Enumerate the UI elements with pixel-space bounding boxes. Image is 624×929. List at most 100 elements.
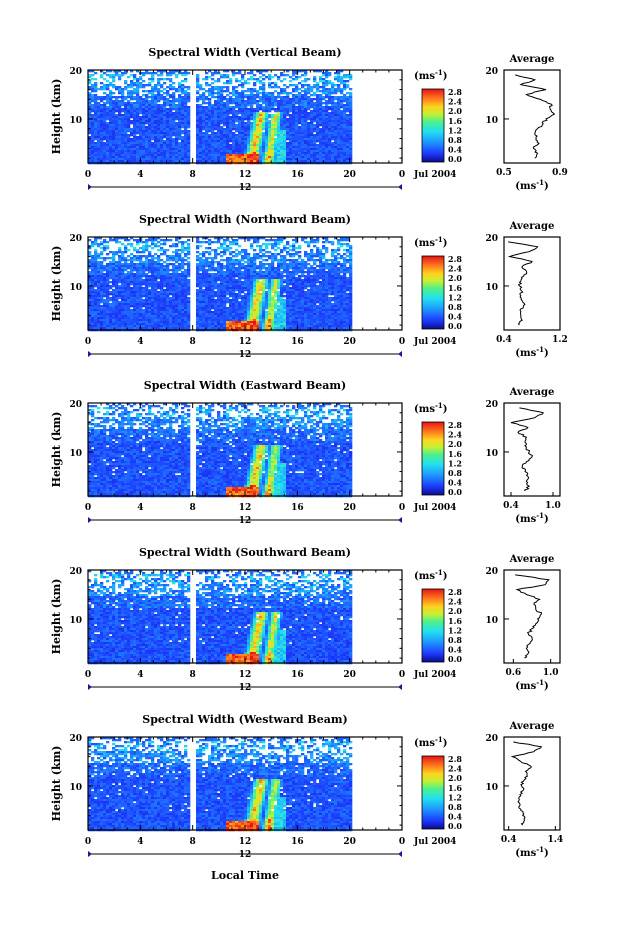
heatmap-cell bbox=[97, 150, 101, 153]
heatmap-cell bbox=[244, 156, 248, 159]
heatmap-cell bbox=[118, 90, 122, 93]
heatmap-cell bbox=[166, 297, 170, 300]
heatmap-cell bbox=[337, 118, 341, 121]
heatmap-cell bbox=[160, 299, 164, 302]
heatmap-cell bbox=[142, 303, 146, 306]
heatmap-cell bbox=[253, 128, 257, 131]
heatmap-cell bbox=[214, 150, 218, 153]
heatmap-cell bbox=[151, 241, 155, 244]
heatmap-cell bbox=[175, 323, 179, 326]
heatmap-cell bbox=[115, 287, 119, 290]
heatmap-cell bbox=[121, 72, 125, 75]
heatmap-cell bbox=[157, 80, 161, 83]
heatmap-cell bbox=[292, 138, 296, 141]
heatmap-cell bbox=[244, 134, 248, 137]
heatmap-cell bbox=[118, 128, 122, 131]
heatmap-cell bbox=[130, 253, 134, 256]
heatmap-cell bbox=[184, 263, 188, 266]
heatmap-cell bbox=[256, 104, 260, 107]
heatmap-cell bbox=[124, 249, 128, 252]
heatmap-cell bbox=[202, 311, 206, 314]
heatmap-cell bbox=[247, 124, 251, 127]
heatmap-cell bbox=[196, 271, 200, 274]
heatmap-cell bbox=[256, 112, 260, 115]
heatmap-cell bbox=[196, 311, 200, 314]
heatmap-cell bbox=[184, 154, 188, 157]
heatmap-cell bbox=[91, 291, 95, 294]
heatmap-cell bbox=[127, 325, 131, 328]
heatmap-cell bbox=[118, 305, 122, 308]
heatmap-cell bbox=[277, 126, 281, 129]
heatmap-cell bbox=[175, 146, 179, 149]
heatmap-cell bbox=[91, 74, 95, 77]
heatmap-cell bbox=[94, 321, 98, 324]
heatmap-cell bbox=[262, 88, 266, 91]
heatmap-cell bbox=[121, 283, 125, 286]
heatmap-cell bbox=[262, 132, 266, 135]
heatmap-cell bbox=[133, 323, 137, 326]
heatmap-cell bbox=[154, 126, 158, 129]
heatmap-cell bbox=[163, 160, 167, 163]
heatmap-cell bbox=[277, 148, 281, 151]
heatmap-cell bbox=[316, 156, 320, 159]
heatmap-cell bbox=[295, 96, 299, 99]
heatmap-cell bbox=[307, 86, 311, 89]
heatmap-cell bbox=[253, 142, 257, 145]
heatmap-cell bbox=[103, 249, 107, 252]
heatmap-cell bbox=[181, 150, 185, 153]
heatmap-cell bbox=[130, 102, 134, 105]
heatmap-cell bbox=[292, 90, 296, 93]
heatmap-cell bbox=[94, 311, 98, 314]
heatmap-cell bbox=[106, 158, 110, 161]
heatmap-cell bbox=[343, 128, 347, 131]
heatmap-cell bbox=[331, 146, 335, 149]
heatmap-cell bbox=[325, 112, 329, 115]
heatmap-cell bbox=[142, 128, 146, 131]
heatmap-cell bbox=[169, 112, 173, 115]
heatmap-cell bbox=[157, 283, 161, 286]
heatmap-cell bbox=[208, 106, 212, 109]
heatmap-cell bbox=[88, 154, 92, 157]
heatmap-cell bbox=[142, 323, 146, 326]
heatmap-cell bbox=[97, 297, 101, 300]
heatmap-cell bbox=[235, 138, 239, 141]
heatmap-cell bbox=[178, 257, 182, 260]
heatmap-cell bbox=[175, 112, 179, 115]
heatmap-cell bbox=[301, 136, 305, 139]
heatmap-cell bbox=[328, 134, 332, 137]
heatmap-cell bbox=[274, 84, 278, 87]
heatmap-cell bbox=[268, 150, 272, 153]
heatmap-cell bbox=[139, 251, 143, 254]
heatmap-cell bbox=[130, 319, 134, 322]
heatmap-cell bbox=[241, 136, 245, 139]
heatmap-cell bbox=[103, 98, 107, 101]
heatmap-cell bbox=[304, 98, 308, 101]
heatmap-cell bbox=[208, 76, 212, 79]
heatmap-cell bbox=[118, 106, 122, 109]
heatmap-cell bbox=[121, 277, 125, 280]
heatmap-cell bbox=[292, 108, 296, 111]
heatmap-cell bbox=[127, 94, 131, 97]
heatmap-cell bbox=[226, 80, 230, 83]
heatmap-cell bbox=[301, 128, 305, 131]
average-frame bbox=[503, 69, 561, 164]
heatmap-cell bbox=[169, 305, 173, 308]
heatmap-cell bbox=[202, 313, 206, 316]
heatmap-cell bbox=[127, 158, 131, 161]
heatmap-cell bbox=[346, 100, 350, 103]
heatmap-cell bbox=[265, 104, 269, 107]
heatmap-cell bbox=[145, 102, 149, 105]
heatmap-cell bbox=[127, 120, 131, 123]
heatmap-cell bbox=[139, 265, 143, 268]
heatmap-cell bbox=[238, 84, 242, 87]
heatmap-cell bbox=[154, 130, 158, 133]
heatmap-cell bbox=[100, 74, 104, 77]
heatmap-cell bbox=[106, 289, 110, 292]
heatmap-cell bbox=[88, 325, 92, 328]
heatmap-cell bbox=[268, 116, 272, 119]
heatmap-cell bbox=[154, 293, 158, 296]
heatmap-cell bbox=[157, 325, 161, 328]
heatmap-cell bbox=[265, 154, 269, 157]
heatmap-cell bbox=[349, 142, 353, 145]
heatmap-cell bbox=[127, 287, 131, 290]
